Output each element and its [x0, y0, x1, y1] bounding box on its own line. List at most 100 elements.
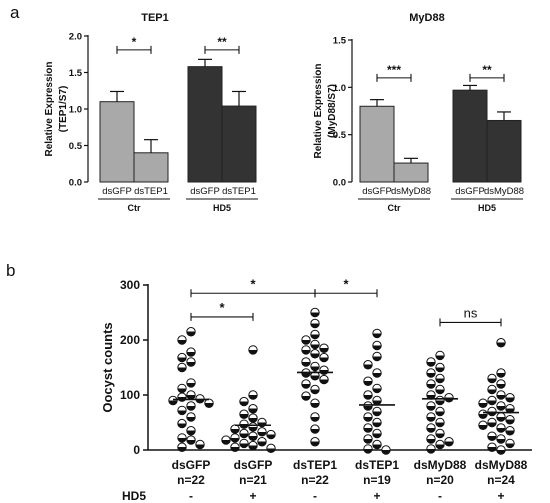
oocyst-point [363, 412, 373, 422]
oocyst-point [310, 398, 320, 408]
panel-label-b: b [6, 261, 15, 280]
myd88-sig-label: ** [482, 63, 492, 77]
oocyst-point [186, 435, 196, 445]
myd88-bar [452, 89, 488, 183]
oocyst-point [239, 409, 249, 419]
oocyst-point [372, 417, 382, 428]
myd88-bar [359, 105, 395, 183]
oocyst-point [444, 393, 454, 403]
oocyst-point [496, 412, 506, 422]
oocyst-point [426, 434, 436, 444]
oocyst-point [186, 347, 196, 357]
oocyst-point [310, 437, 320, 447]
oocyst-point [248, 413, 258, 423]
tep1-group-label: Ctr [128, 203, 141, 213]
oocyst-point [301, 391, 311, 401]
oocyst-point [435, 406, 445, 417]
tep1-y-tick-label: 2.0 [69, 32, 82, 43]
oocyst-point [310, 349, 320, 359]
oocyst-point [186, 390, 196, 400]
oocyst-point [310, 307, 320, 318]
tep1-bar [221, 105, 257, 183]
oocyst-point [435, 428, 445, 439]
oocyst-point [239, 419, 249, 429]
oocyst-point [248, 390, 258, 400]
tep1-y-tick-label: 1.5 [69, 68, 83, 79]
oocyst-point [426, 357, 436, 367]
oocyst-point [363, 444, 373, 454]
tep1-group-label: HD5 [213, 203, 231, 213]
oocyst-point [487, 373, 497, 384]
oocyst-point [239, 428, 249, 439]
oocyst-point [505, 393, 515, 403]
oocyst-point [496, 423, 506, 433]
oocyst-point [310, 371, 320, 381]
oocyst-point [310, 339, 320, 350]
oocyst-point [478, 420, 488, 430]
oocyst-point [301, 345, 311, 355]
oocyst-point [487, 417, 497, 428]
oocyst-point [505, 404, 515, 414]
oocyst-point [363, 423, 373, 433]
oocyst-point [487, 395, 497, 406]
oocyst-point [363, 376, 373, 386]
oocyst-point [319, 352, 329, 363]
oocyst-point [177, 362, 187, 373]
oocyst-point [496, 338, 506, 348]
oocyst-point [248, 422, 258, 432]
tep1-category-label: dsGFP [102, 186, 132, 197]
tep1-y-tick-label: 0.0 [69, 178, 82, 189]
oocyst-group-name: dsTEP1 [293, 458, 337, 472]
oocyst-y-tick-label: 200 [120, 333, 140, 347]
oocyst-point [239, 396, 249, 407]
oocyst-point [426, 379, 436, 389]
oocyst-point [310, 318, 320, 329]
oocyst-point [487, 442, 497, 452]
oocyst-group-name: dsGFP [234, 458, 273, 472]
tep1-bar [187, 66, 223, 183]
myd88-category-label: dsGFP [455, 186, 485, 197]
myd88-sig-label: *** [387, 63, 401, 77]
oocyst-point [248, 440, 258, 451]
myd88-bar [393, 162, 429, 183]
myd88-y-axis-label-unit: (MyD88/S7) [327, 84, 338, 138]
oocyst-point [426, 412, 436, 422]
oocyst-point [319, 343, 329, 353]
myd88-category-label: dsMyD88 [484, 186, 524, 197]
myd88-group-label: HD5 [478, 203, 496, 213]
oocyst-group-name: dsTEP1 [355, 458, 399, 472]
oocyst-point [426, 401, 436, 411]
oocyst-group-name: dsMyD88 [475, 458, 528, 472]
oocyst-point [496, 445, 506, 455]
oocyst-y-tick-label: 100 [120, 388, 140, 402]
oocyst-point [426, 444, 436, 454]
oocyst-point [301, 357, 311, 367]
oocyst-point [496, 379, 506, 389]
oocyst-sig-label: * [250, 276, 256, 291]
oocyst-point [310, 424, 320, 434]
oocyst-point [301, 379, 311, 389]
myd88-group-label: Ctr [388, 203, 401, 213]
oocyst-point [310, 329, 320, 340]
oocyst-point [248, 404, 258, 414]
oocyst-point [266, 429, 276, 440]
tep1-bar [99, 101, 135, 183]
tep1-y-tick-label: 1.0 [69, 105, 82, 116]
oocyst-point [363, 360, 373, 370]
oocyst-point [505, 415, 515, 425]
oocyst-hd5-sign: + [497, 489, 504, 503]
oocyst-point [487, 406, 497, 417]
oocyst-point [186, 378, 196, 388]
oocyst-point [496, 434, 506, 444]
oocyst-point [177, 418, 187, 429]
oocyst-point [496, 401, 506, 411]
oocyst-point [372, 406, 382, 417]
oocyst-group-name: dsGFP [172, 458, 211, 472]
oocyst-point [204, 398, 214, 408]
myd88-y-tick-label: 1.5 [333, 36, 347, 47]
oocyst-point [487, 431, 497, 441]
oocyst-point [381, 445, 391, 455]
oocyst-point [177, 433, 187, 443]
tep1-category-label: dsGFP [190, 186, 220, 197]
oocyst-point [221, 435, 231, 445]
